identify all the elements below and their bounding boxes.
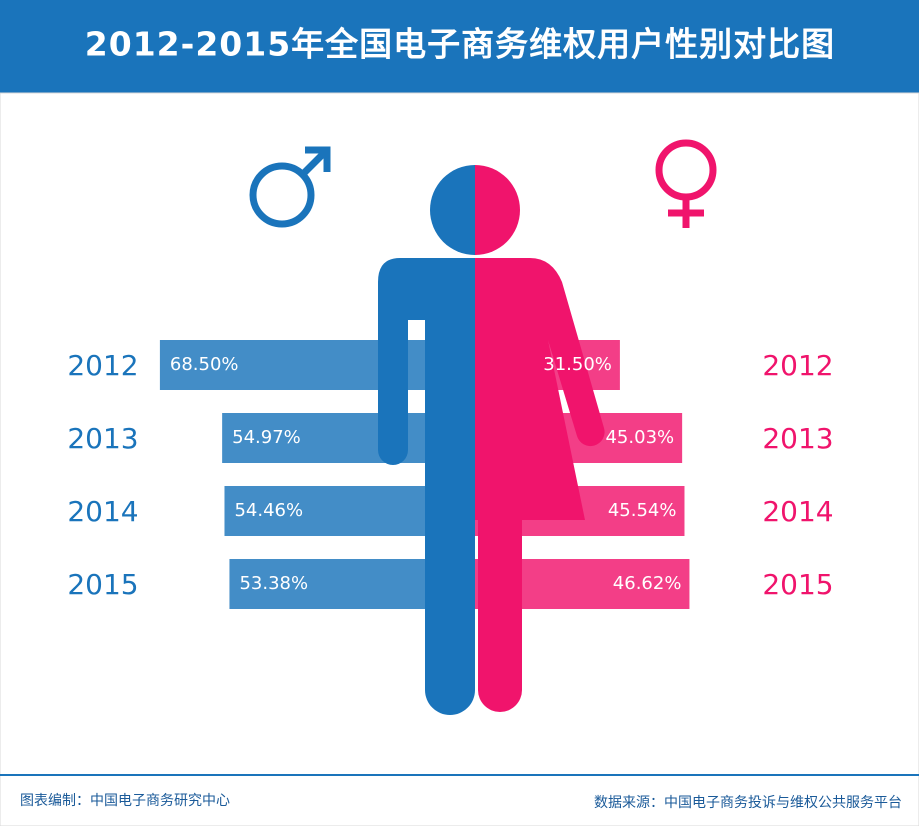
symbol-arrow [300,148,329,177]
labels: 68.50% 2012 31.50% 2012 54.97% 2013 45.03% 2013… [67,349,833,601]
male-symbol [249,146,331,228]
value-label: 45.54% [608,500,677,521]
symbol-arrow-head [305,146,331,172]
year-label: 2012 [67,349,138,382]
body-male [378,258,475,715]
footer-source-left: 图表编制：中国电子商务研究中心 [20,793,230,809]
head-female [475,165,520,255]
year-label: 2014 [762,495,833,528]
footer-source-right: 数据来源：中国电子商务投诉与维权公共服务平台 [594,795,902,811]
title-bar [0,0,919,93]
year-label: 2014 [67,495,138,528]
bar [159,340,475,390]
value-label: 45.03% [605,427,674,448]
year-label: 2015 [762,568,833,601]
year-label: 2013 [762,422,833,455]
value-label: 31.50% [543,354,612,375]
frame [0,92,919,826]
year-label: 2013 [67,422,138,455]
head-male [430,165,475,255]
value-label: 53.38% [239,573,308,594]
year-label: 2015 [67,568,138,601]
year-label: 2012 [762,349,833,382]
value-label: 46.62% [613,573,682,594]
symbol-ring [655,139,717,201]
body-female [475,258,605,712]
chart-title: 2012-2015年全国电子商务维权用户性别对比图 [85,25,835,64]
value-label: 54.97% [232,427,301,448]
value-label: 54.46% [234,500,303,521]
figure [378,165,605,715]
bars [159,340,690,609]
value-label: 68.50% [170,354,239,375]
symbol-ring [249,162,315,228]
female-symbol [655,139,717,228]
